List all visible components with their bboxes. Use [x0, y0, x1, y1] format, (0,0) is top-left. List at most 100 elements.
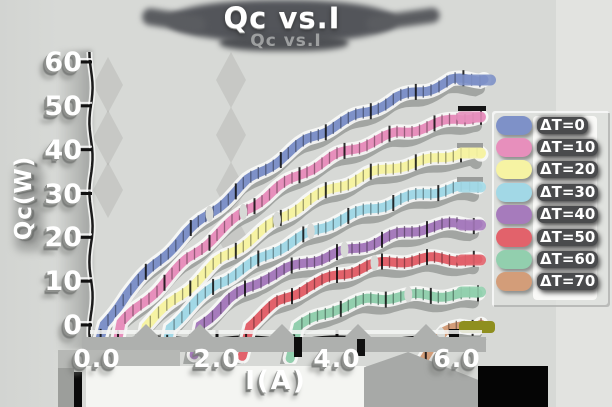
- olive-end-bar: [459, 321, 495, 333]
- gridline-shadow-diamond: [216, 207, 246, 263]
- pen-lift-gap: [437, 327, 445, 344]
- pen-lift-gap: [306, 223, 315, 240]
- y-tick-highlight: [78, 321, 92, 323]
- series-0-end-cap: [456, 74, 496, 86]
- legend: ΔT=0 ΔT=10 ΔT=20 ΔT=30 ΔT=40 ΔT=50 ΔT=60 ΔT=70: [496, 114, 608, 293]
- curve-casing: [156, 177, 486, 364]
- x-tick-label-0.0: 0.0: [73, 344, 121, 373]
- series-4-end-cap: [456, 219, 486, 231]
- x-axis-spine: [89, 335, 487, 341]
- y-tick-highlight: [78, 277, 92, 280]
- gridline-shadow-diamond: [216, 107, 246, 163]
- title-shadow-wing-right: [365, 6, 441, 33]
- x-tick-mark: [95, 330, 99, 343]
- series-5-end-cap: [456, 254, 486, 266]
- legend-swatch-icon: [496, 138, 532, 158]
- axis-shadow-wedge: [186, 324, 214, 338]
- y-tick-highlight: [78, 58, 92, 61]
- curve-shadow: [104, 119, 482, 364]
- pen-lift-gap: [205, 205, 214, 222]
- axis-black-mark: [294, 337, 302, 357]
- legend-item-1: ΔT=10: [496, 136, 608, 158]
- title-shadow-underblob: [220, 34, 348, 51]
- y-tick-mark: [78, 104, 92, 108]
- legend-swatch-icon: [496, 205, 532, 225]
- series-2-end-cap: [456, 147, 486, 159]
- y-tick-highlight: [78, 233, 92, 236]
- legend-swatch-icon: [496, 272, 532, 292]
- curve: [189, 218, 483, 360]
- title-shadow-blob: [168, 0, 396, 42]
- cap-shadow: [458, 106, 486, 111]
- legend-item-3: ΔT=30: [496, 181, 608, 203]
- x-tick-mark: [215, 330, 219, 343]
- y-tick-mark: [78, 323, 92, 327]
- axis-shadow-wedge: [344, 324, 372, 338]
- legend-item-2: ΔT=20: [496, 159, 608, 181]
- y-tick-mark: [78, 192, 92, 196]
- curve: [92, 73, 489, 354]
- cap-shadow: [457, 143, 483, 148]
- curve-shadow: [86, 80, 485, 364]
- legend-swatch-icon: [496, 182, 532, 202]
- title-shadow-wing-left: [141, 7, 207, 34]
- series-4-line: [186, 215, 486, 363]
- series-7-line: [414, 316, 489, 364]
- y-tick-label-20: 20: [44, 222, 82, 254]
- legend-label: ΔT=10: [537, 139, 599, 157]
- curve-shadow: [279, 295, 479, 364]
- gridline-shadow-diamond: [93, 162, 123, 218]
- curve-shadow: [153, 187, 479, 364]
- axis-shadow-wedge: [132, 324, 160, 338]
- origin-gray-bar: [58, 368, 74, 407]
- legend-item-5: ΔT=50: [496, 226, 608, 248]
- curve-shadow: [183, 225, 479, 364]
- x-tick-label-4.0: 4.0: [313, 344, 361, 373]
- legend-item-4: ΔT=40: [496, 204, 608, 226]
- legend-label: ΔT=30: [537, 183, 599, 201]
- y-tick-label-10: 10: [44, 266, 82, 298]
- y-tick-label-60: 60: [44, 47, 82, 78]
- y-tick-mark: [78, 60, 92, 64]
- x-axis-shadow-band-left: [58, 350, 180, 368]
- y-axis-label: Qc(W): [11, 155, 37, 241]
- curve-casing: [132, 142, 489, 364]
- pen-lift-gap: [370, 254, 379, 271]
- series-6-end-cap: [456, 286, 486, 298]
- y-tick-highlight: [78, 189, 92, 192]
- x-axis-shadow-band: [82, 337, 486, 352]
- series-1-line: [107, 108, 489, 362]
- curve-shadow: [231, 259, 479, 364]
- curve: [285, 287, 483, 363]
- y-axis-shadow-band: [56, 50, 92, 350]
- gridline-shadow-diamond: [93, 57, 123, 113]
- origin-black-bar: [74, 372, 82, 407]
- y-tick-mark: [78, 235, 92, 239]
- bottom-gray-shadow: [364, 352, 480, 407]
- y-tick-mark: [78, 279, 92, 283]
- curve-casing: [234, 249, 486, 364]
- y-tick-label-30: 30: [44, 178, 82, 210]
- series-6-line: [282, 284, 486, 364]
- curve: [237, 252, 483, 361]
- legend-swatch-icon: [496, 115, 532, 135]
- x-tick-label-6.0: 6.0: [433, 344, 481, 373]
- x-axis-highlight: [90, 330, 482, 334]
- pen-lift-gap: [239, 203, 248, 220]
- curve-casing: [414, 316, 489, 364]
- curve-casing: [186, 215, 486, 363]
- curve: [159, 180, 483, 362]
- gridline-shadow-diamond: [93, 110, 123, 166]
- legend-item-7: ΔT=70: [496, 271, 608, 293]
- tan-end-black-mark: [449, 329, 459, 341]
- y-tick-mark: [78, 148, 92, 152]
- x-tick-mark: [455, 330, 459, 343]
- axis-shadow-wedge: [268, 324, 296, 338]
- title-echo-text: Qc vs.I: [250, 31, 322, 51]
- pen-lift-gap: [404, 286, 413, 303]
- series-3-line: [156, 177, 486, 364]
- legend-item-6: ΔT=60: [496, 248, 608, 270]
- y-tick-label-0: 0: [63, 310, 82, 341]
- series-2-line: [132, 142, 489, 364]
- y-tick-highlight: [78, 145, 92, 148]
